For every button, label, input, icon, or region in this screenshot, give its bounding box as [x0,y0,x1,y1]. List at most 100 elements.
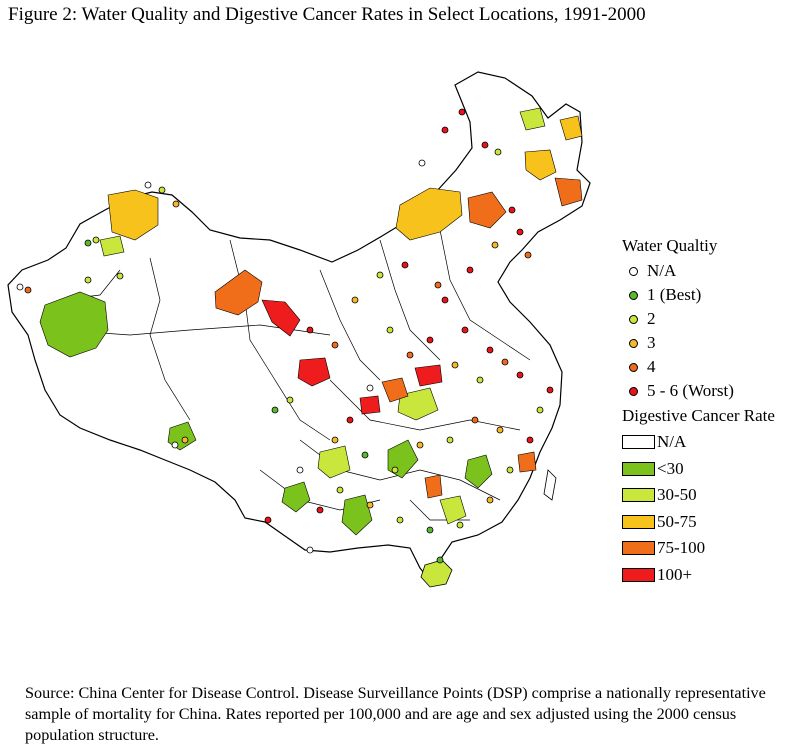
site-point [172,200,180,208]
site-point [496,426,504,434]
cancer-rate-legend-title: Digestive Cancer Rate [622,406,775,425]
region-cancer-50-75 [107,189,159,241]
site-point [441,126,449,134]
region-cancer-50-75 [524,149,557,181]
site-point [331,341,339,349]
site-point [158,186,166,194]
site-point [486,496,494,504]
cancer-30-50-swatch [622,488,655,503]
region-cancer-75-100 [467,191,507,229]
site-point [524,251,532,259]
region-taiwan [543,469,557,501]
cancer-legend-item: N/A [622,429,775,456]
site-point [516,371,524,379]
cancer-legend-item: 100+ [622,562,775,589]
water-quality-legend-title: Water Qualtiy [622,236,718,255]
site-point [336,486,344,494]
site-point [84,239,92,247]
water-5-6-marker [629,386,638,396]
site-point [366,384,374,392]
site-point [366,501,374,509]
site-point [401,261,409,269]
site-point [426,526,434,534]
water-legend-item: 1 (Best) [622,283,775,307]
site-point [271,406,279,414]
site-point [526,436,534,444]
site-point [461,326,469,334]
site-point [486,346,494,354]
region-cancer-100plus [414,364,443,387]
region-cancer-100plus [297,357,331,387]
cancer-lt30-swatch [622,461,655,476]
region-cancer-75-100 [214,269,263,316]
site-point [316,506,324,514]
site-point [476,376,484,384]
site-point [306,546,314,554]
water-3-marker [629,338,638,348]
site-point [458,108,466,116]
site-point [516,228,524,236]
site-point [481,141,489,149]
cancer-legend-item: <30 [622,456,775,483]
region-cancer-lt30 [39,291,109,358]
site-point [451,361,459,369]
site-point [144,181,152,189]
site-point [536,406,544,414]
site-point [92,236,100,244]
water-1-marker [629,290,638,300]
site-point [264,516,272,524]
cancer-na-swatch [622,435,655,450]
region-cancer-75-100 [424,474,443,499]
site-point [24,286,32,294]
region-cancer-75-100 [517,451,537,473]
cancer-legend-item: 30-50 [622,482,775,509]
region-cancer-30-50 [99,235,125,257]
site-point [331,436,339,444]
site-point [466,266,474,274]
site-point [396,516,404,524]
site-point [406,351,414,359]
site-point [16,283,24,291]
site-point [306,326,314,334]
cancer-100plus-swatch [622,567,655,582]
site-point [491,241,499,249]
site-point [418,159,426,167]
water-2-marker [629,314,638,324]
site-point [501,358,509,366]
region-cancer-lt30 [341,494,373,536]
source-note: Source: China Center for Disease Control… [25,684,766,744]
region-cancer-75-100 [554,177,583,207]
site-point [386,326,394,334]
water-4-marker [629,362,638,372]
region-cancer-lt30 [464,454,493,489]
region-cancer-100plus [261,299,301,337]
region-cancer-30-50 [317,445,351,479]
water-legend-item: N/A [622,259,775,283]
site-point [446,436,454,444]
region-cancer-75-100 [381,377,409,403]
water-legend-item: 5 - 6 (Worst) [622,379,775,403]
site-point [296,466,304,474]
region-cancer-100plus [359,395,381,415]
region-cancer-30-50 [439,495,467,525]
cancer-50-75-swatch [622,514,655,529]
site-point [471,416,479,424]
site-point [506,466,514,474]
site-point [426,336,434,344]
site-point [416,441,424,449]
site-point [436,556,444,564]
legend: Water Qualtiy N/A 1 (Best) 2 3 4 5 - 6 (… [622,233,775,588]
cancer-legend-item: 50-75 [622,509,775,536]
region-cancer-30-50 [519,107,546,131]
region-cancer-50-75 [559,115,583,141]
region-cancer-lt30 [281,481,311,513]
site-point [494,148,502,156]
water-legend-item: 3 [622,331,775,355]
region-cancer-50-75 [395,187,463,241]
site-point [181,436,189,444]
water-na-marker [629,266,638,276]
site-point [434,281,442,289]
site-point [84,276,92,284]
cancer-legend-item: 75-100 [622,535,775,562]
